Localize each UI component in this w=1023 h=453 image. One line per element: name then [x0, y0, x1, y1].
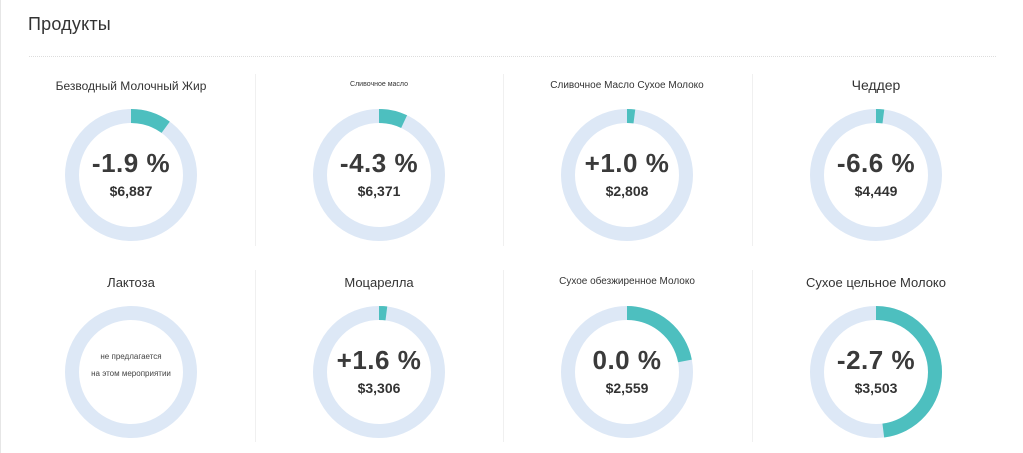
- donut-fill-arc: [313, 306, 445, 438]
- donut-fill-arc: [810, 109, 942, 241]
- change-percent: -6.6 %: [836, 148, 916, 178]
- product-label: Сливочное Масло Сухое Молоко: [550, 80, 704, 91]
- change-percent: -4.3 %: [339, 148, 419, 178]
- donut-fill-arc: [810, 306, 942, 438]
- cell-separator: [752, 74, 753, 246]
- price-value: $6,371: [357, 183, 401, 199]
- price-value: $2,808: [605, 183, 649, 199]
- cell-separator: [255, 74, 256, 246]
- panel-title: Продукты: [28, 14, 111, 34]
- change-percent: +1.0 %: [584, 148, 670, 178]
- product-donut: +1.0 % $2,808: [560, 108, 694, 242]
- product-donut: -6.6 % $4,449: [809, 108, 943, 242]
- change-percent: 0.0 %: [592, 345, 662, 375]
- not-offered-note: на этом мероприятии: [91, 369, 171, 378]
- not-offered-note: не предлагается: [100, 352, 162, 361]
- donut-track: [65, 306, 197, 438]
- price-value: $3,306: [357, 380, 401, 396]
- cell-separator: [503, 270, 504, 442]
- product-label: Моцарелла: [344, 275, 414, 290]
- donut-fill-arc: [561, 306, 693, 438]
- change-percent: -2.7 %: [836, 345, 916, 375]
- product-donut: 0.0 % $2,559: [560, 305, 694, 439]
- product-label: Сухое цельное Молоко: [806, 275, 946, 290]
- product-label: Лактоза: [107, 275, 155, 290]
- product-donut: +1.6 % $3,306: [312, 305, 446, 439]
- product-label: Безводный Молочный Жир: [55, 79, 207, 93]
- cell-separator: [255, 270, 256, 442]
- cell-separator: [752, 270, 753, 442]
- product-label: Сухое обезжиренное Молоко: [559, 276, 695, 287]
- donut-fill-arc: [65, 109, 197, 241]
- cell-separator: [503, 74, 504, 246]
- product-donut: -1.9 % $6,887: [64, 108, 198, 242]
- product-donut: -4.3 % $6,371: [312, 108, 446, 242]
- product-donut: не предлагается на этом мероприятии: [64, 305, 198, 439]
- donut-fill-arc: [313, 109, 445, 241]
- donut-fill-arc: [561, 109, 693, 241]
- price-value: $2,559: [605, 380, 649, 396]
- change-percent: -1.9 %: [91, 148, 171, 178]
- change-percent: +1.6 %: [336, 345, 422, 375]
- price-value: $3,503: [854, 380, 898, 396]
- price-value: $4,449: [854, 183, 898, 199]
- price-value: $6,887: [109, 183, 153, 199]
- product-label: Сливочное масло: [350, 81, 408, 88]
- title-divider: [29, 56, 996, 57]
- product-label: Чеддер: [851, 77, 901, 93]
- product-donut: -2.7 % $3,503: [809, 305, 943, 439]
